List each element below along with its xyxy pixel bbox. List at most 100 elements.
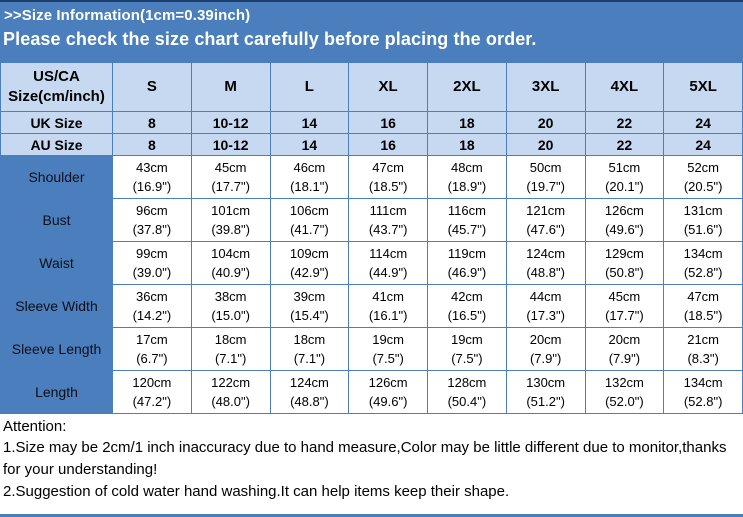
value-inch: (15.4") [290, 308, 329, 323]
measurement-value-cell: 18cm (7.1") [190, 327, 271, 371]
measurement-value-cell: 43cm (16.9") [112, 155, 192, 199]
value-cm: 43cm [135, 160, 168, 175]
table-body: UK Size 8 10-12 14 16 18 20 22 24 AU Size 8 10-12 14… [0, 111, 743, 414]
value-cm: 104cm [211, 246, 251, 261]
value-inch: (40.9") [211, 265, 250, 280]
value-inch: (16.1") [368, 308, 408, 323]
value-inch: (16.5") [447, 308, 487, 323]
measurement-row: Waist 99cm (39.0") 104cm (40.9") 109cm (42.9")… [0, 241, 743, 285]
value-cm: 111cm [369, 203, 407, 218]
size-check-notice: Please check the size chart carefully be… [3, 29, 537, 49]
attention-note-1: 1.Size may be 2cm/1 inch inaccuracy due … [3, 439, 727, 478]
size-value-cell: 16 [348, 111, 428, 134]
size-table: US/CA Size(cm/inch) S M L XL 2XL 3XL 4XL 5XL UK S… [0, 62, 743, 414]
table-head: US/CA Size(cm/inch) S M L XL 2XL 3XL 4XL 5XL [0, 62, 743, 112]
value-cm: 131cm [683, 203, 723, 218]
value-cm: 18cm [214, 332, 247, 347]
measurement-value-cell: 52cm (20.5") [663, 155, 743, 199]
size-value-cell: 24 [663, 133, 743, 156]
attention-note-2: 2.Suggestion of cold water hand washing.… [3, 483, 510, 500]
value-cm: 42cm [450, 289, 483, 304]
measurement-label: Waist [0, 241, 113, 285]
size-value-cell: 20 [505, 111, 586, 134]
value-cm: 129cm [604, 246, 644, 261]
value-inch: (52.8") [683, 265, 723, 280]
measurement-value-cell: 101cm (39.8") [190, 198, 271, 242]
value-cm: 124cm [289, 375, 329, 390]
size-value-cell: 10-12 [190, 111, 271, 134]
measurement-value-cell: 106cm (41.7") [269, 198, 350, 242]
value-cm: 134cm [683, 375, 723, 390]
size-column-header: XL [348, 62, 428, 112]
value-inch: (47.2") [132, 394, 172, 409]
value-cm: 114cm [369, 246, 408, 261]
value-inch: (7.5") [451, 351, 483, 366]
value-cm: 48cm [450, 160, 483, 175]
measurement-value-cell: 47cm (18.5") [348, 155, 428, 199]
size-column-header: 4XL [584, 62, 665, 112]
measurement-value-cell: 45cm (17.7") [584, 284, 665, 328]
value-cm: 124cm [526, 246, 566, 261]
size-column-header: 3XL [505, 62, 586, 112]
measurement-value-cell: 129cm (50.8") [584, 241, 665, 285]
measurement-value-cell: 39cm (15.4") [269, 284, 350, 328]
size-value-cell: 8 [112, 133, 192, 156]
value-cm: 96cm [135, 203, 168, 218]
measurement-row: Shoulder 43cm (16.9") 45cm (17.7") 46cm (18.1"… [0, 155, 743, 199]
size-column-header: S [112, 62, 192, 112]
size-row-label: UK Size [0, 111, 113, 134]
size-value-cell: 14 [269, 111, 350, 134]
value-cm: 132cm [604, 375, 644, 390]
measurement-value-cell: 45cm (17.7") [190, 155, 271, 199]
size-row: UK Size 8 10-12 14 16 18 20 22 24 [0, 111, 743, 134]
measurement-value-cell: 132cm (52.0") [584, 370, 665, 414]
measurement-label: Shoulder [0, 155, 113, 199]
size-value-cell: 16 [348, 133, 428, 156]
value-cm: 47cm [687, 289, 720, 304]
value-inch: (52.0") [605, 394, 644, 409]
value-inch: (14.2") [132, 308, 172, 323]
value-inch: (18.9") [447, 179, 487, 194]
measurement-value-cell: 116cm (45.7") [427, 198, 507, 242]
value-cm: 50cm [529, 160, 562, 175]
value-cm: 99cm [135, 246, 168, 261]
corner-header-cell: US/CA Size(cm/inch) [0, 62, 113, 112]
measurement-row: Sleeve Length 17cm (6.7") 18cm (7.1") 18cm (7.… [0, 327, 743, 371]
value-cm: 134cm [683, 246, 723, 261]
size-column-header: M [190, 62, 271, 112]
measurement-label: Bust [0, 198, 113, 242]
value-inch: (8.3") [687, 351, 719, 366]
value-cm: 109cm [289, 246, 329, 261]
value-inch: (7.5") [372, 351, 404, 366]
measurement-value-cell: 109cm (42.9") [269, 241, 350, 285]
value-inch: (50.4") [447, 394, 487, 409]
size-value-cell: 14 [269, 133, 350, 156]
size-column-header: L [269, 62, 350, 112]
value-cm: 19cm [450, 332, 483, 347]
measurement-value-cell: 124cm (48.8") [269, 370, 350, 414]
value-inch: (6.7") [136, 351, 168, 366]
value-inch: (51.6") [683, 222, 723, 237]
value-inch: (16.9") [132, 179, 172, 194]
measurement-value-cell: 126cm (49.6") [584, 198, 665, 242]
measurement-value-cell: 99cm (39.0") [112, 241, 192, 285]
measurement-value-cell: 111cm (43.7") [348, 198, 428, 242]
measurement-row: Length 120cm (47.2") 122cm (48.0") 124cm (48.8… [0, 370, 743, 414]
value-cm: 44cm [529, 289, 562, 304]
value-inch: (18.1") [290, 179, 329, 194]
value-cm: 116cm [447, 203, 486, 218]
measurement-value-cell: 131cm (51.6") [663, 198, 743, 242]
value-inch: (20.5") [683, 179, 723, 194]
value-cm: 46cm [293, 160, 326, 175]
attention-section: Attention: 1.Size may be 2cm/1 inch inac… [0, 414, 743, 503]
value-inch: (43.7") [368, 222, 408, 237]
size-row: AU Size 8 10-12 14 16 18 20 22 24 [0, 133, 743, 156]
measurement-value-cell: 42cm (16.5") [427, 284, 507, 328]
value-inch: (37.8") [132, 222, 172, 237]
measurement-value-cell: 19cm (7.5") [348, 327, 428, 371]
size-value-cell: 8 [112, 111, 192, 134]
value-cm: 120cm [132, 375, 172, 390]
value-cm: 101cm [211, 203, 251, 218]
header-row: US/CA Size(cm/inch) S M L XL 2XL 3XL 4XL 5XL [0, 62, 743, 112]
measurement-label: Sleeve Width [0, 284, 113, 328]
